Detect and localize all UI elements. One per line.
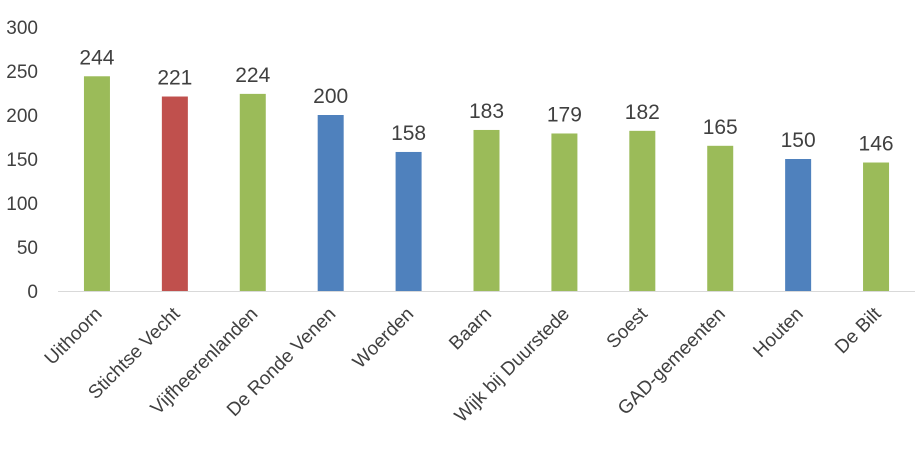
y-axis: 0 50 100 150 200 250 300 <box>6 18 38 303</box>
data-label: 158 <box>391 122 426 145</box>
x-tick-label: Uithoorn <box>41 304 107 370</box>
data-label: 146 <box>859 133 894 156</box>
data-label: 244 <box>79 46 114 69</box>
data-labels: 244 221 224 200 158 183 179 182 165 150 146 <box>79 46 893 155</box>
y-tick-label: 0 <box>27 282 38 303</box>
bar <box>707 145 734 291</box>
x-tick-label: Houten <box>749 304 807 362</box>
bar <box>629 130 656 291</box>
x-tick-label: De Bilt <box>831 303 886 358</box>
bar <box>395 151 422 291</box>
data-label: 183 <box>469 100 504 123</box>
y-tick-label: 300 <box>6 18 38 39</box>
bar <box>239 93 266 291</box>
data-label: 221 <box>157 67 192 90</box>
x-tick-label: Baarn <box>445 304 496 355</box>
data-label: 182 <box>625 101 660 124</box>
bar <box>785 159 812 291</box>
x-tick-label: Woerden <box>349 304 418 373</box>
y-tick-label: 50 <box>17 238 38 259</box>
x-tick-label: Soest <box>603 303 653 353</box>
y-tick-label: 200 <box>6 106 38 127</box>
bars <box>83 76 890 292</box>
bar <box>863 162 890 291</box>
bar <box>83 76 110 291</box>
bar <box>161 96 188 292</box>
data-label: 179 <box>547 103 582 126</box>
bar <box>317 115 344 291</box>
bar <box>473 129 500 291</box>
data-label: 150 <box>781 129 816 152</box>
y-tick-label: 250 <box>6 62 38 83</box>
bar <box>551 133 578 291</box>
data-label: 224 <box>235 64 270 87</box>
data-label: 200 <box>313 85 348 108</box>
data-label: 165 <box>703 116 738 139</box>
y-tick-label: 150 <box>6 150 38 171</box>
y-tick-label: 100 <box>6 194 38 215</box>
